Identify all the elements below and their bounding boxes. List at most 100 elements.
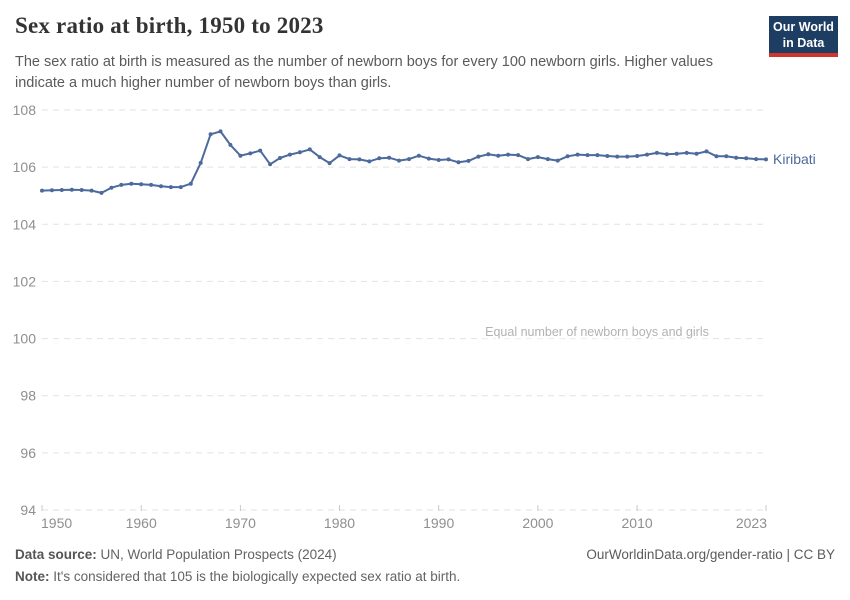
data-point[interactable]	[159, 184, 163, 189]
note-text: It's considered that 105 is the biologic…	[49, 569, 461, 584]
data-point[interactable]	[585, 153, 590, 158]
data-point[interactable]	[605, 154, 610, 158]
data-point[interactable]	[456, 160, 461, 165]
data-point[interactable]	[198, 160, 203, 165]
data-point[interactable]	[119, 182, 124, 187]
x-axis-tick-label: 1970	[225, 515, 256, 531]
data-point[interactable]	[268, 162, 273, 167]
data-point[interactable]	[317, 155, 322, 160]
x-axis-tick-label: 2010	[622, 515, 653, 531]
data-point[interactable]	[208, 132, 213, 137]
chart-subtitle: The sex ratio at birth is measured as th…	[15, 54, 713, 91]
x-axis-tick-label: 2000	[522, 515, 553, 531]
data-point[interactable]	[714, 154, 719, 159]
data-point[interactable]	[754, 157, 759, 162]
data-point[interactable]	[436, 158, 441, 162]
data-point[interactable]	[506, 152, 511, 157]
data-point[interactable]	[238, 153, 243, 158]
data-point[interactable]	[357, 157, 362, 162]
data-point[interactable]	[674, 151, 679, 156]
data-point[interactable]	[149, 182, 154, 187]
data-point[interactable]	[377, 156, 382, 161]
data-point[interactable]	[595, 153, 600, 158]
data-point[interactable]	[248, 151, 253, 156]
data-point[interactable]	[645, 152, 649, 157]
data-point[interactable]	[89, 188, 94, 193]
data-point[interactable]	[764, 157, 768, 162]
data-point[interactable]	[337, 153, 342, 158]
x-axis-tick-label: 1960	[126, 515, 157, 531]
y-axis-tick-label: 102	[13, 273, 37, 289]
data-point[interactable]	[426, 156, 431, 161]
owid-logo-line1: Our World	[773, 20, 834, 34]
data-point[interactable]	[466, 158, 471, 163]
y-axis-tick-label: 100	[13, 331, 37, 347]
data-point[interactable]	[347, 157, 352, 162]
data-point[interactable]	[287, 152, 292, 157]
data-point[interactable]	[178, 185, 183, 190]
data-point[interactable]	[228, 142, 233, 147]
data-point[interactable]	[535, 155, 540, 160]
equal-ratio-annotation: Equal number of newborn boys and girls	[485, 325, 709, 339]
data-point[interactable]	[387, 155, 392, 160]
data-point[interactable]	[40, 188, 44, 193]
data-point[interactable]	[307, 147, 312, 152]
data-point[interactable]	[297, 150, 302, 155]
data-point[interactable]	[654, 150, 659, 155]
data-point[interactable]	[188, 181, 193, 186]
data-point[interactable]	[635, 154, 640, 158]
data-point[interactable]	[69, 187, 74, 192]
data-point[interactable]	[407, 157, 411, 162]
data-point[interactable]	[129, 181, 134, 186]
data-point[interactable]	[49, 188, 54, 193]
data-point[interactable]	[555, 158, 560, 163]
data-point[interactable]	[168, 185, 173, 190]
data-point[interactable]	[416, 153, 421, 158]
data-point[interactable]	[486, 152, 491, 157]
data-point[interactable]	[734, 155, 739, 160]
data-point[interactable]	[724, 154, 729, 159]
data-point[interactable]	[516, 153, 521, 158]
data-point[interactable]	[565, 154, 570, 159]
data-point[interactable]	[258, 148, 263, 153]
note-row: Note: It's considered that 105 is the bi…	[15, 569, 835, 584]
data-point[interactable]	[684, 150, 689, 155]
data-point[interactable]	[109, 185, 114, 190]
source-text: UN, World Population Prospects (2024)	[96, 547, 337, 562]
data-point[interactable]	[139, 182, 144, 187]
source-line: Data source: UN, World Population Prospe…	[15, 547, 337, 562]
data-point[interactable]	[744, 156, 749, 161]
data-point[interactable]	[278, 156, 282, 160]
data-point[interactable]	[625, 154, 630, 159]
data-point[interactable]	[99, 190, 104, 195]
data-point[interactable]	[218, 129, 223, 134]
note-label: Note:	[15, 569, 50, 584]
data-point[interactable]	[545, 157, 550, 162]
owid-logo[interactable]: Our World in Data	[769, 16, 838, 57]
data-point[interactable]	[526, 157, 530, 162]
source-row: Data source: UN, World Population Prospe…	[15, 547, 835, 562]
data-point[interactable]	[397, 158, 401, 163]
data-point[interactable]	[496, 153, 501, 158]
data-point[interactable]	[704, 149, 709, 154]
data-point[interactable]	[367, 159, 372, 164]
data-point[interactable]	[694, 151, 699, 156]
chart-footer: Data source: UN, World Population Prospe…	[15, 547, 835, 584]
data-point[interactable]	[79, 188, 84, 192]
data-point[interactable]	[615, 154, 620, 159]
y-axis-tick-label: 104	[13, 216, 37, 232]
data-point[interactable]	[59, 188, 64, 192]
series-label-kiribati[interactable]: Kiribati	[773, 151, 816, 167]
license-link[interactable]: OurWorldinData.org/gender-ratio | CC BY	[586, 547, 835, 562]
data-point[interactable]	[476, 154, 481, 159]
chart-svg[interactable]: 94 96 98 100 102 104 106 108 1950 1960 1970 1980 199…	[0, 100, 850, 545]
data-point[interactable]	[327, 161, 332, 166]
y-axis-tick-label: 108	[13, 102, 37, 118]
data-point[interactable]	[664, 152, 669, 157]
line-chart[interactable]: 94 96 98 100 102 104 106 108 1950 1960 1970 1980 199…	[0, 100, 850, 545]
data-point[interactable]	[575, 152, 580, 157]
source-label: Data source:	[15, 547, 97, 562]
y-axis-tick-label: 96	[20, 445, 36, 461]
data-point[interactable]	[446, 157, 451, 162]
